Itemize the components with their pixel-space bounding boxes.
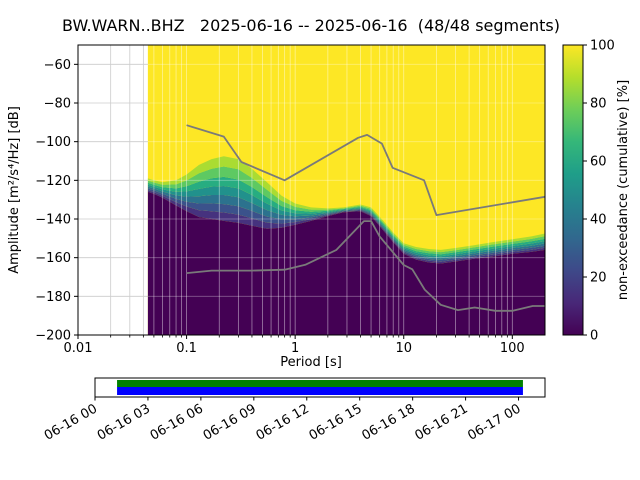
plot-frame <box>77 44 546 336</box>
y-tick-label: −160 <box>35 251 71 266</box>
timeline-availability-bar <box>117 380 523 387</box>
timeline-tick-label: 06-16 09 <box>201 401 259 443</box>
colorbar-tick-label: 40 <box>590 213 607 228</box>
x-tick-label: 0.01 <box>64 341 93 356</box>
heatmap-band <box>147 156 545 253</box>
x-axis-label: Period [s] <box>280 355 342 370</box>
heatmap-min-region <box>147 191 545 335</box>
y-tick-label: −100 <box>35 135 71 150</box>
timeline-tick-label: 06-16 03 <box>95 401 153 443</box>
timeline-tick-label: 06-16 00 <box>42 401 100 443</box>
gridlines-white <box>147 45 545 335</box>
colorbar-tick-label: 0 <box>590 329 598 344</box>
y-tick-label: −200 <box>35 329 71 344</box>
colorbar-tick-label: 20 <box>590 271 607 286</box>
x-tick-label: 1 <box>291 341 299 356</box>
y-tick-label: −80 <box>44 97 71 112</box>
heatmap-band <box>147 186 545 260</box>
timeline-tick-label: 06-17 00 <box>465 401 523 443</box>
x-axis-ticks: 0.01 0.1 1 10 100 <box>64 335 525 356</box>
noise-model-lines <box>186 124 545 312</box>
colorbar-tick-label: 60 <box>590 155 607 170</box>
y-tick-label: −140 <box>35 213 71 228</box>
y-tick-label: −180 <box>35 290 71 305</box>
y-tick-label: −60 <box>44 58 71 73</box>
timeline-tick-label: 06-16 06 <box>148 401 206 443</box>
timeline-tick-label: 06-16 21 <box>412 401 470 443</box>
chart-render-root: 0.01 0.1 1 10 100−60−80−100−120−140−160−180−… <box>35 39 615 444</box>
y-tick-label: −120 <box>35 174 71 189</box>
colorbar-tick-label: 80 <box>590 97 607 112</box>
colorbar: 0 20 40 60 80 100 <box>562 39 615 344</box>
nlnm-line <box>186 220 545 312</box>
x-tick-label: 0.1 <box>176 341 197 356</box>
y-axis-ticks: −60 −80 −100 −120 −140 −160 −180 −200 <box>35 58 78 344</box>
ppsd-heatmap <box>147 45 545 335</box>
colorbar-gradient <box>562 44 584 336</box>
x-tick-label: 100 <box>500 341 525 356</box>
colorbar-label: non-exceedance (cumulative) [%] <box>616 80 631 300</box>
timeline-coverage-bar <box>117 387 523 395</box>
timeline-tick-label: 06-16 15 <box>307 401 365 443</box>
chart-title: BW.WARN..BHZ 2025-06-16 -- 2025-06-16 (4… <box>62 16 560 35</box>
heatmap-band <box>147 184 545 259</box>
timeline-tick-label: 06-16 18 <box>360 401 418 443</box>
timeline-tick-label: 06-16 12 <box>254 401 312 443</box>
nhnm-line <box>186 124 545 217</box>
y-axis-label: Amplitude [m²/s⁴/Hz] [dB] <box>7 106 22 274</box>
x-tick-label: 10 <box>395 341 412 356</box>
colorbar-tick-label: 100 <box>590 39 615 54</box>
